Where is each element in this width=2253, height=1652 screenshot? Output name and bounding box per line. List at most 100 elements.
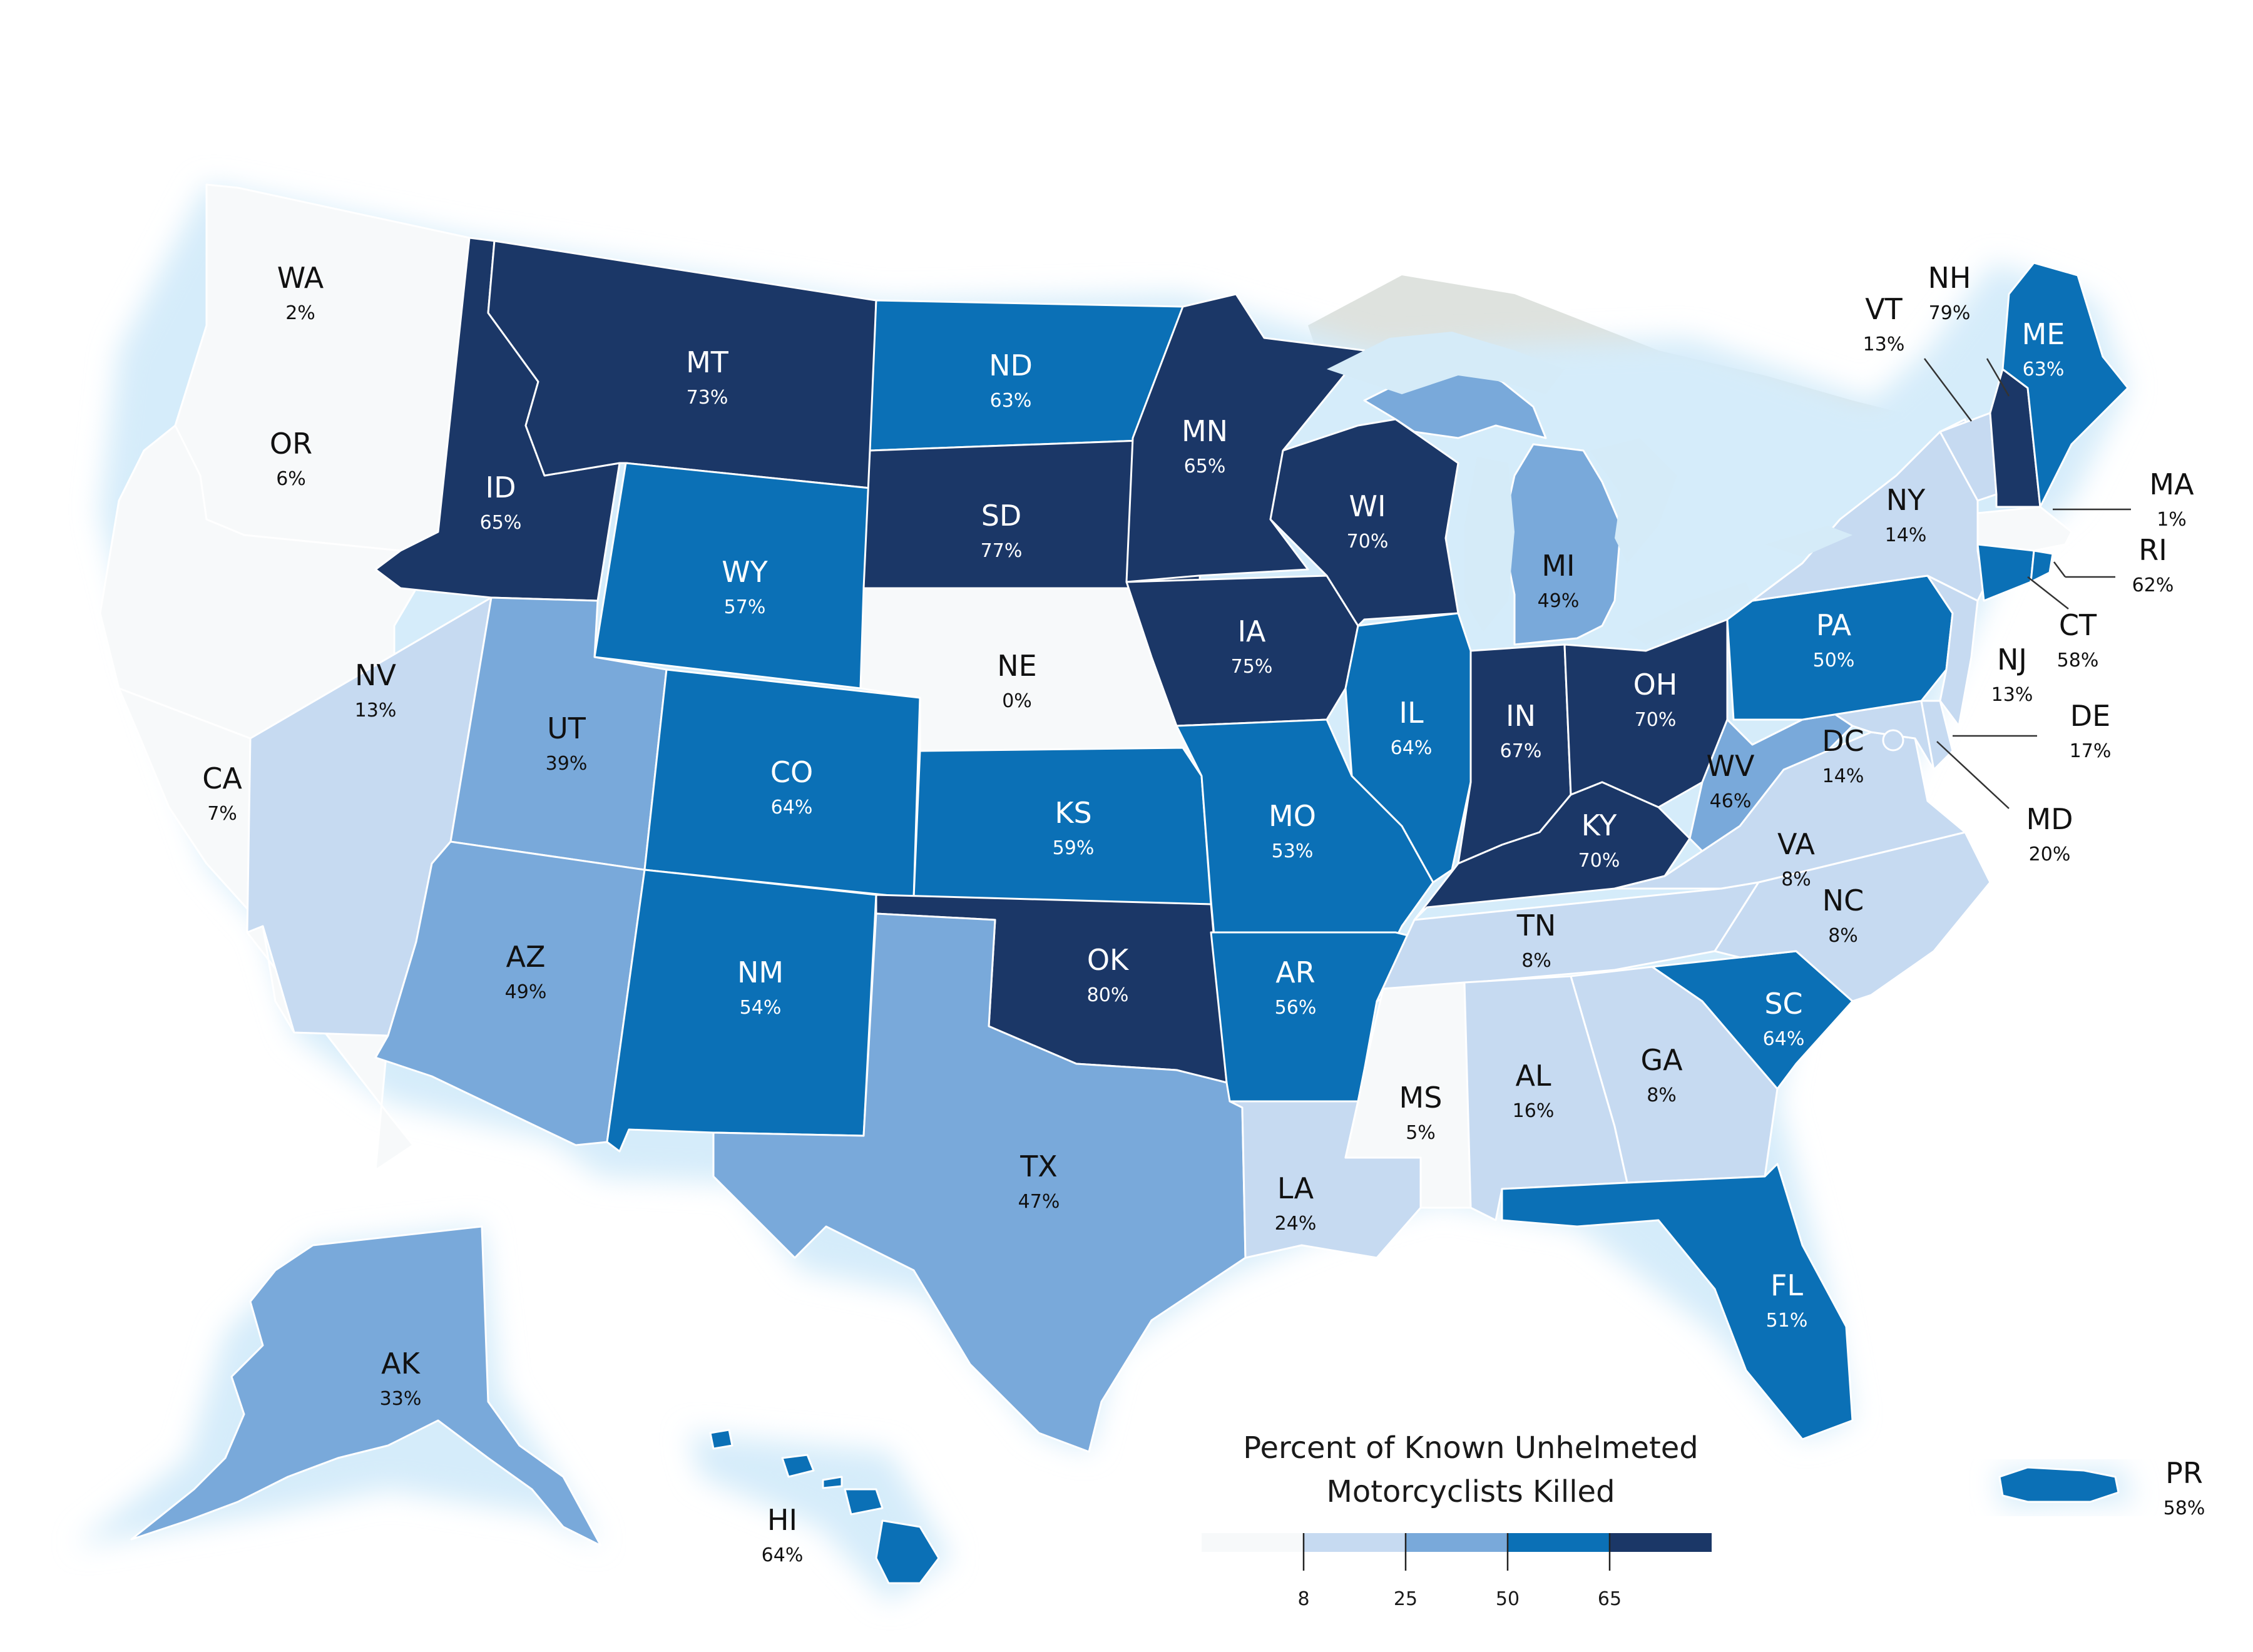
state-code-CT: CT xyxy=(2059,608,2097,642)
state-pct-IA: 75% xyxy=(1231,656,1273,678)
state-code-DC: DC xyxy=(1822,724,1864,758)
state-pct-NE: 0% xyxy=(1002,690,1032,712)
legend-ticks: 8 25 50 65 xyxy=(1297,1533,1622,1610)
state-code-AR: AR xyxy=(1275,956,1315,989)
state-label-OR: OR 6% xyxy=(270,427,312,490)
state-label-MT: MT 73% xyxy=(686,345,729,409)
state-IL[interactable] xyxy=(1344,612,1472,884)
state-code-MA: MA xyxy=(2149,467,2194,501)
state-AK[interactable] xyxy=(130,1225,602,1547)
state-pct-CT: 58% xyxy=(2057,650,2099,671)
state-pct-LA: 24% xyxy=(1275,1213,1317,1235)
legend-bin-4 xyxy=(1508,1533,1610,1552)
state-pct-PR: 58% xyxy=(2164,1497,2205,1519)
state-pct-WY: 57% xyxy=(724,596,766,618)
state-label-HI: HI 64% xyxy=(762,1503,804,1566)
state-pct-AL: 16% xyxy=(1513,1100,1555,1122)
state-TX[interactable] xyxy=(712,912,1247,1453)
great-lakes xyxy=(1327,332,1852,645)
hawaii-big-island[interactable] xyxy=(875,1519,940,1584)
state-label-NH: NH 79% xyxy=(1928,261,1971,324)
state-label-KS: KS 59% xyxy=(1053,796,1095,859)
state-code-OK: OK xyxy=(1087,943,1130,977)
state-label-PR: PR 58% xyxy=(2164,1456,2205,1519)
hawaii-oahu[interactable] xyxy=(781,1454,815,1478)
hawaii-kauai[interactable] xyxy=(709,1429,733,1450)
state-label-IN: IN 67% xyxy=(1500,699,1542,762)
state-MT[interactable] xyxy=(487,240,877,489)
state-code-MN: MN xyxy=(1182,414,1228,448)
state-label-SD: SD 77% xyxy=(981,499,1023,562)
lake-michigan xyxy=(1464,457,1515,632)
legend-tick-label-25: 25 xyxy=(1394,1588,1418,1610)
leader-line-RI xyxy=(2053,561,2066,578)
legend-bin-3 xyxy=(1406,1533,1508,1552)
state-RI[interactable] xyxy=(2030,549,2054,583)
state-pct-OR: 6% xyxy=(276,468,306,490)
state-pct-AR: 56% xyxy=(1275,997,1317,1019)
state-label-PA: PA 50% xyxy=(1813,608,1855,671)
state-pct-IN: 67% xyxy=(1500,740,1542,762)
state-PR[interactable] xyxy=(1998,1466,2120,1503)
state-pct-MO: 53% xyxy=(1272,840,1314,862)
state-pct-KY: 70% xyxy=(1578,850,1620,872)
state-HI[interactable] xyxy=(709,1429,940,1584)
legend-title-line1: Percent of Known Unhelmeted xyxy=(1243,1430,1699,1466)
hawaii-maui[interactable] xyxy=(844,1488,884,1516)
state-label-AR: AR 56% xyxy=(1275,956,1317,1019)
state-code-MD: MD xyxy=(2026,802,2073,836)
leader-lines xyxy=(1924,358,2131,809)
leader-line-CT xyxy=(2027,576,2069,609)
hawaii-molokai[interactable] xyxy=(822,1476,843,1489)
state-code-NV: NV xyxy=(355,658,396,692)
state-pct-CA: 7% xyxy=(207,803,237,825)
state-code-LA: LA xyxy=(1277,1171,1314,1205)
state-MO[interactable] xyxy=(1175,718,1434,940)
state-code-AZ: AZ xyxy=(506,940,546,974)
state-MA[interactable] xyxy=(1976,506,2073,552)
state-WA[interactable] xyxy=(174,183,471,552)
state-label-WY: WY 57% xyxy=(722,555,768,618)
state-pct-MA: 1% xyxy=(2157,509,2187,531)
state-pct-TN: 8% xyxy=(1521,950,1551,972)
state-DC[interactable] xyxy=(1882,729,1904,752)
state-pct-MT: 73% xyxy=(687,387,728,409)
state-label-AK: AK 33% xyxy=(380,1347,422,1410)
state-label-NC: NC 8% xyxy=(1822,884,1864,947)
state-FL[interactable] xyxy=(1501,1163,1854,1440)
state-code-WV: WV xyxy=(1707,749,1755,783)
state-label-MI: MI 49% xyxy=(1538,549,1580,612)
state-CT[interactable] xyxy=(1976,543,2035,602)
state-label-NV: NV 13% xyxy=(355,658,397,721)
lake-ontario xyxy=(1765,526,1852,557)
state-DE[interactable] xyxy=(1920,700,1954,771)
leader-line-NH xyxy=(1986,358,2010,397)
state-label-AZ: AZ 49% xyxy=(505,940,547,1003)
state-label-FL: FL 51% xyxy=(1766,1268,1808,1332)
state-pct-PA: 50% xyxy=(1813,650,1855,671)
state-NJ[interactable] xyxy=(1926,574,1979,727)
state-pct-VA: 8% xyxy=(1781,869,1811,890)
state-code-MI: MI xyxy=(1541,549,1575,583)
state-code-NC: NC xyxy=(1822,884,1864,917)
state-label-DE: DE 17% xyxy=(2070,699,2112,762)
state-code-ID: ID xyxy=(486,471,516,504)
state-label-MS: MS 5% xyxy=(1399,1081,1443,1144)
state-code-NM: NM xyxy=(737,956,784,989)
state-pct-DC: 14% xyxy=(1822,765,1864,787)
state-KY[interactable] xyxy=(1413,781,1691,921)
state-label-ND: ND 63% xyxy=(989,349,1033,412)
state-label-WA: WA 2% xyxy=(277,261,324,324)
state-pct-WA: 2% xyxy=(285,302,315,324)
state-code-VA: VA xyxy=(1777,827,1816,861)
state-pct-OH: 70% xyxy=(1635,709,1677,731)
state-code-PR: PR xyxy=(2165,1456,2203,1490)
legend-title-line2: Motorcyclists Killed xyxy=(1326,1474,1615,1509)
state-pct-MI: 49% xyxy=(1538,590,1580,612)
state-code-SD: SD xyxy=(981,499,1022,533)
state-pct-NY: 14% xyxy=(1885,524,1927,546)
state-code-WI: WI xyxy=(1349,489,1386,523)
state-label-NY: NY 14% xyxy=(1885,483,1927,546)
state-ME[interactable] xyxy=(2001,262,2129,508)
